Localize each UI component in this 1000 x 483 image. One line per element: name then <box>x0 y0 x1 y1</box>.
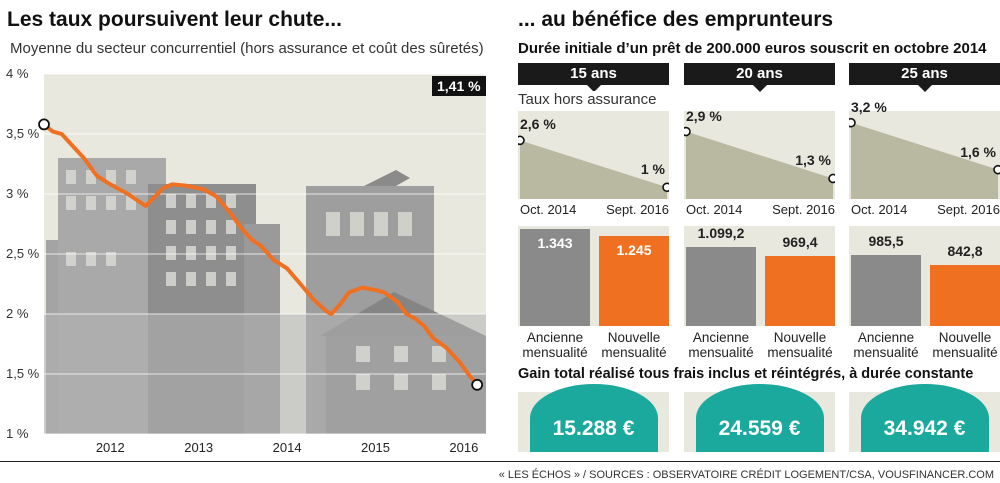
end-point <box>471 378 484 391</box>
rate-area-panel <box>518 111 669 199</box>
last-value-badge: 1,41 % <box>432 76 486 96</box>
payment-category-label: Nouvelle mensualité <box>601 330 667 360</box>
source-line: « LES ÉCHOS » / SOURCES : OBSERVATOIRE C… <box>498 469 994 481</box>
rate-x-label: Sept. 2016 <box>937 202 1000 217</box>
rate-area <box>686 131 833 199</box>
rate-area <box>520 140 667 199</box>
rate-end-point <box>828 173 835 184</box>
rate-x-label: Sept. 2016 <box>606 202 669 217</box>
new-payment-bar <box>765 256 835 326</box>
header-notch <box>917 85 932 92</box>
rate-end-point <box>993 164 1000 175</box>
x-tick-label: 2012 <box>95 440 125 455</box>
rate-start-label: 2,9 % <box>686 107 722 124</box>
payment-value-label: 1.343 <box>537 235 573 252</box>
duration-header: 20 ans <box>684 63 835 92</box>
payment-value-label: 842,8 <box>947 243 983 260</box>
rate-start-point <box>684 126 691 137</box>
rate-area-svg <box>684 126 835 199</box>
rate-end-label: 1,6 % <box>960 143 996 160</box>
line-chart <box>38 73 486 435</box>
y-tick-label: 1,5 % <box>6 366 40 381</box>
gain-value: 24.559 € <box>695 384 824 452</box>
payment-category-label: Ancienne mensualité <box>522 330 588 360</box>
right-title: ... au bénéfice des emprunteurs <box>518 8 834 31</box>
rate-end-point <box>662 182 669 193</box>
start-point <box>38 118 50 131</box>
gain-title: Gain total réalisé tous frais inclus et … <box>518 366 974 382</box>
rate-line <box>42 122 480 387</box>
rate-end-label: 1,3 % <box>795 152 831 169</box>
right-subtitle: Durée initiale d’un prêt de 200.000 euro… <box>518 40 987 57</box>
header-notch <box>752 85 767 92</box>
buildings-illustration <box>44 158 486 434</box>
payment-category-label: Nouvelle mensualité <box>767 330 833 360</box>
y-tick-label: 2 % <box>6 306 29 321</box>
rate-x-label: Oct. 2014 <box>851 202 908 217</box>
rate-x-label: Oct. 2014 <box>686 202 743 217</box>
line-chart-svg <box>38 73 486 435</box>
payment-value-label: 985,5 <box>868 233 904 250</box>
rate-start-point <box>849 117 856 128</box>
rate-end-label: 1 % <box>640 161 665 178</box>
rate-area-panel <box>849 111 1000 199</box>
rate-start-label: 2,6 % <box>520 116 556 133</box>
rate-caption: Taux hors assurance <box>518 91 661 108</box>
old-payment-bar <box>520 229 590 326</box>
rate-area <box>851 122 998 199</box>
gain-value: 15.288 € <box>529 384 658 452</box>
rate-start-label: 3,2 % <box>851 98 887 115</box>
new-payment-bar <box>599 236 669 326</box>
y-tick-label: 2,5 % <box>6 246 40 261</box>
rate-area-svg <box>849 117 1000 199</box>
x-tick-label: 2015 <box>361 440 390 455</box>
old-payment-bar <box>851 255 921 326</box>
x-tick-label: 2016 <box>449 440 479 455</box>
grid-lines <box>44 73 486 435</box>
payment-value-label: 1.245 <box>616 242 652 259</box>
rate-x-label: Sept. 2016 <box>772 202 835 217</box>
payment-category-label: Nouvelle mensualité <box>932 330 998 360</box>
y-tick-label: 3 % <box>6 186 29 201</box>
left-subtitle: Moyenne du secteur concurrentiel (hors a… <box>10 40 484 57</box>
footer-rule <box>0 461 1000 462</box>
y-tick-label: 4 % <box>6 66 29 81</box>
y-tick-label: 3,5 % <box>6 126 40 141</box>
payment-value-label: 1.099,2 <box>697 224 745 241</box>
header-notch <box>586 85 601 92</box>
payment-value-label: 969,4 <box>782 234 818 251</box>
duration-header: 15 ans <box>518 63 669 92</box>
rate-series <box>38 118 484 391</box>
new-payment-bar <box>930 265 1000 326</box>
rate-area-svg <box>518 135 669 199</box>
x-tick-label: 2013 <box>184 440 214 455</box>
duration-header: 25 ans <box>849 63 1000 92</box>
payment-category-label: Ancienne mensualité <box>688 330 754 360</box>
x-tick-label: 2014 <box>272 440 302 455</box>
gain-value: 34.942 € <box>860 384 989 452</box>
left-title: Les taux poursuivent leur chute... <box>7 8 342 31</box>
y-tick-label: 1 % <box>6 426 29 441</box>
rate-x-label: Oct. 2014 <box>520 202 577 217</box>
payment-category-label: Ancienne mensualité <box>853 330 919 360</box>
rate-area-panel <box>684 111 835 199</box>
rate-start-point <box>518 135 525 146</box>
old-payment-bar <box>686 246 756 326</box>
